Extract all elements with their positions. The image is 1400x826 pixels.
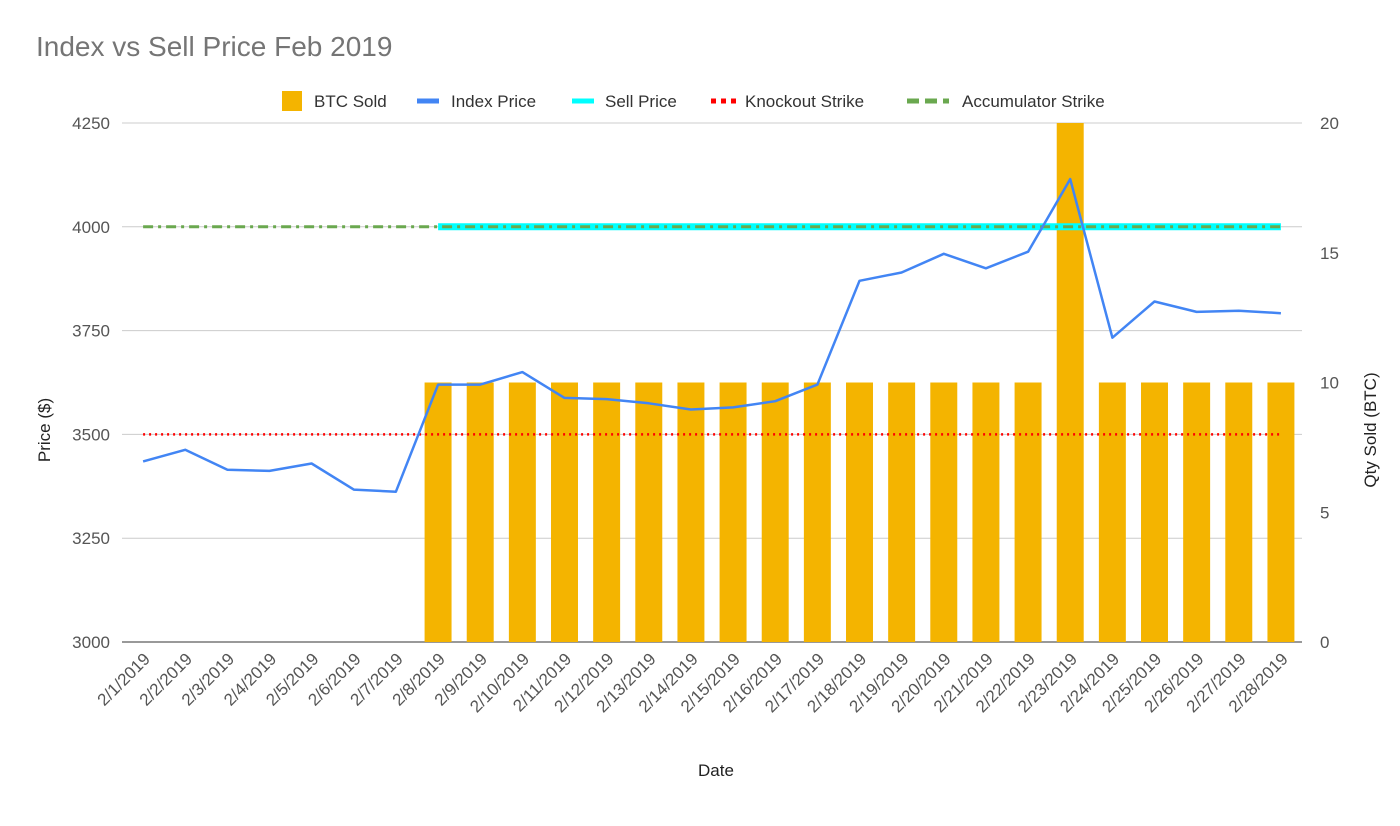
- legend-swatch-btc-sold: [282, 91, 302, 111]
- bar: [1014, 382, 1042, 642]
- bar: [930, 382, 958, 642]
- bar: [466, 382, 494, 642]
- y-left-tick-label: 3000: [72, 633, 110, 652]
- series-lines: [142, 177, 1281, 493]
- bar: [888, 382, 916, 642]
- legend: BTC Sold Index Price Sell Price Knockout St…: [282, 91, 1105, 111]
- legend-label: Sell Price: [605, 92, 677, 111]
- legend-swatch-dot: [731, 98, 736, 104]
- bar: [972, 382, 1000, 642]
- bars-btc-sold: [424, 123, 1295, 642]
- legend-label: Accumulator Strike: [962, 92, 1105, 111]
- legend-label: BTC Sold: [314, 92, 387, 111]
- bar: [551, 382, 578, 642]
- line-index-price: [142, 177, 1281, 493]
- bar: [1141, 382, 1168, 642]
- bar: [677, 382, 705, 642]
- bar: [803, 382, 831, 642]
- y-right-tick-label: 0: [1320, 633, 1329, 652]
- bar: [761, 382, 789, 642]
- bar: [635, 382, 663, 642]
- legend-swatch-dash: [943, 98, 949, 104]
- bar: [719, 382, 747, 642]
- y-axis-right-title: Qty Sold (BTC): [1361, 372, 1380, 487]
- bar: [846, 382, 873, 642]
- bar: [424, 382, 452, 642]
- bar: [508, 382, 536, 642]
- bar: [1267, 382, 1295, 642]
- bar: [593, 382, 621, 642]
- y-right-tick-label: 10: [1320, 374, 1339, 393]
- y-axis-left-title: Price ($): [35, 398, 54, 462]
- legend-swatch-dot: [711, 98, 716, 104]
- x-axis-title: Date: [698, 761, 734, 780]
- bar: [1098, 382, 1126, 642]
- legend-label: Knockout Strike: [745, 92, 864, 111]
- chart-title: Index vs Sell Price Feb 2019: [36, 31, 392, 62]
- legend-swatch-dash: [925, 98, 937, 104]
- y-left-tick-label: 3750: [72, 322, 110, 341]
- y-right-tick-label: 20: [1320, 114, 1339, 133]
- legend-swatch-dot: [721, 98, 726, 104]
- y-left-tick-label: 4250: [72, 114, 110, 133]
- y-left-tick-label: 4000: [72, 218, 110, 237]
- y-right-tick-label: 15: [1320, 244, 1339, 263]
- y-left-tick-label: 3250: [72, 529, 110, 548]
- bar: [1183, 382, 1211, 642]
- bar: [1225, 382, 1253, 642]
- bar: [1056, 123, 1084, 642]
- legend-swatch-dash: [907, 98, 919, 104]
- legend-label: Index Price: [451, 92, 536, 111]
- y-right-tick-label: 5: [1320, 503, 1329, 522]
- y-left-tick-label: 3500: [72, 425, 110, 444]
